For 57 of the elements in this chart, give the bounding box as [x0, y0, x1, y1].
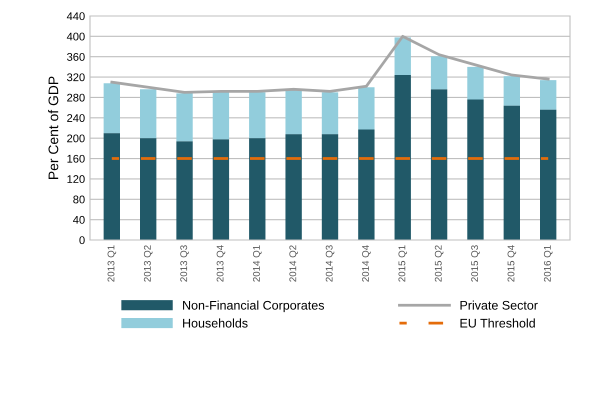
y-tick-label: 80 [73, 196, 85, 204]
y-tick-label: 200 [67, 134, 85, 142]
legend-label: EU Threshold [460, 318, 535, 328]
x-tick-label: 2014 Q2 [289, 245, 298, 282]
bar [322, 92, 338, 134]
bar [467, 99, 484, 240]
line-series [110, 34, 550, 94]
bar [358, 87, 375, 130]
bar [467, 66, 484, 100]
legend-label: Private Sector [460, 300, 538, 310]
bar [176, 141, 193, 240]
y-tick-label: 360 [67, 52, 85, 61]
bar [504, 76, 520, 106]
x-tick-label: 2015 Q1 [398, 245, 408, 282]
bar [140, 138, 156, 240]
bar [104, 133, 120, 240]
y-axis-title: Per Cent of GDP [48, 76, 58, 179]
bar [212, 139, 230, 240]
y-tick-label: 400 [66, 32, 85, 40]
y-tick-label: 120 [67, 175, 85, 184]
bar [504, 106, 520, 240]
x-tick-label: 2015 Q2 [434, 245, 444, 282]
legend-label: Households [183, 318, 248, 328]
bar [285, 90, 302, 134]
x-tick-label: 2014 Q1 [253, 245, 262, 282]
bar [430, 89, 448, 240]
y-tick-label: 320 [67, 73, 85, 82]
x-tick-label: 2016 Q1 [544, 245, 553, 282]
y-tick-label: 40 [73, 216, 85, 224]
x-tick-label: 2013 Q3 [180, 245, 189, 282]
bar [430, 56, 448, 90]
bar [322, 134, 338, 240]
bar [249, 138, 266, 240]
bar [394, 75, 411, 240]
y-tick-label: 240 [67, 114, 85, 122]
x-tick-label: 2013 Q4 [216, 245, 226, 282]
bar [540, 80, 556, 110]
y-tick-label: 0 [79, 236, 85, 244]
bar [358, 130, 375, 240]
x-tick-label: 2015 Q3 [471, 245, 480, 282]
bar [394, 37, 411, 76]
bar [540, 110, 556, 240]
x-tick-label: 2014 Q3 [326, 245, 334, 282]
y-tick-label: 440 [66, 12, 85, 20]
y-tick-label: 280 [67, 94, 85, 102]
x-tick-label: 2014 Q4 [362, 245, 371, 282]
bar [285, 134, 302, 240]
bar [104, 83, 120, 134]
y-tick-label: 160 [67, 154, 85, 163]
legend-label: Non-Financial Corporates [183, 300, 324, 312]
bar [212, 92, 230, 140]
bar [176, 93, 193, 142]
x-tick-label: 2013 Q2 [144, 245, 153, 282]
bar [249, 92, 266, 138]
x-tick-label: 2015 Q4 [508, 245, 516, 282]
bar [140, 89, 156, 138]
x-tick-label: 2013 Q1 [108, 245, 116, 282]
